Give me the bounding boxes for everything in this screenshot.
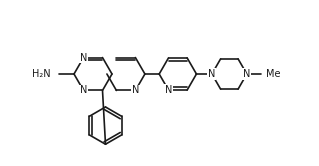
- Text: N: N: [132, 85, 139, 95]
- Text: N: N: [208, 69, 216, 79]
- Text: Me: Me: [266, 69, 280, 79]
- Text: N: N: [80, 53, 87, 63]
- Text: N: N: [243, 69, 250, 79]
- Text: N: N: [165, 85, 172, 95]
- Text: H₂N: H₂N: [32, 69, 51, 79]
- Text: N: N: [80, 85, 87, 95]
